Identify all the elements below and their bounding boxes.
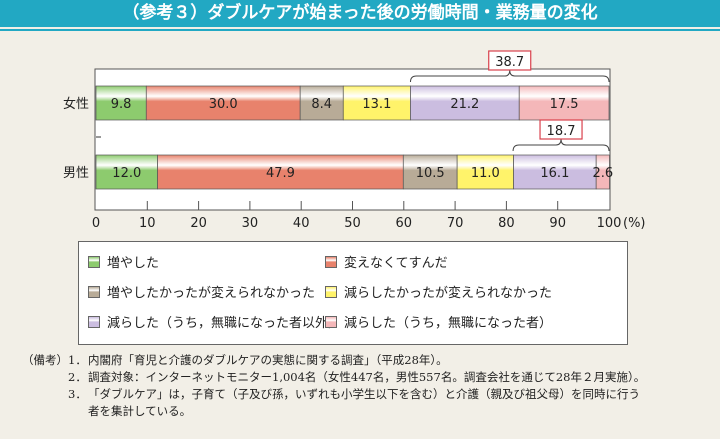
legend-label: 増やした: [107, 256, 160, 271]
title-underline: [0, 29, 720, 31]
legend-swatch: [88, 255, 100, 268]
legend: 増やした 変えなくてすんだ増やしたかったが変えられなかった 減らしたかったが変えられ…: [78, 241, 628, 345]
legend-item: 減らしたかったが変えられなかった: [325, 282, 552, 301]
note-num: 2．: [68, 370, 87, 384]
legend-label: 減らしたかったが変えられなかった: [344, 286, 553, 301]
legend-swatch: [88, 285, 100, 298]
data-label: 10.5: [416, 166, 445, 181]
bar-segment: [157, 154, 404, 190]
bar-segment: [410, 85, 520, 121]
legend-label: 減らした（うち，無職になった者）: [344, 316, 553, 331]
bar-segment: [402, 154, 458, 190]
x-tick-label: 60: [396, 216, 413, 231]
note-text: 「ダブルケア」は，子育て（子及び孫，いずれも小学生以下を含む）と介護（親及び祖父…: [88, 387, 640, 401]
total-box: [539, 119, 583, 140]
note-text: 調査対象：インターネットモニター1,004名（女性447名，男性557名。調査会…: [88, 370, 646, 384]
data-label: 9.8: [111, 97, 132, 112]
bar-segment: [342, 85, 411, 121]
data-label: 2.6: [593, 166, 614, 181]
bar-segment: [95, 154, 158, 190]
data-label: 8.4: [311, 97, 332, 112]
note-num: 3．: [68, 387, 87, 401]
data-label: 12.0: [112, 166, 141, 181]
bar-segment: [456, 154, 514, 190]
data-label: 21.2: [450, 97, 479, 112]
category-label: 男性: [63, 166, 89, 181]
data-label: 30.0: [209, 97, 238, 112]
data-label: 17.5: [550, 97, 579, 112]
legend-swatch: [88, 315, 100, 328]
x-unit-label: (%): [623, 216, 646, 231]
note-num: 1．: [68, 353, 87, 367]
bar-segment: [595, 154, 610, 190]
total-label: 38.7: [495, 55, 524, 70]
x-tick-label: 80: [498, 216, 515, 231]
data-label: 11.0: [471, 166, 500, 181]
note-text: 内閣府「育児と介護のダブルケアの実態に関する調査」（平成28年）。: [88, 353, 448, 367]
legend-swatch: [325, 285, 337, 298]
data-label: 47.9: [266, 166, 295, 181]
x-tick-label: 0: [92, 216, 100, 231]
note-num: [68, 403, 88, 420]
x-tick-label: 20: [190, 216, 207, 231]
x-tick-label: 70: [447, 216, 464, 231]
bar-segment: [513, 154, 597, 190]
x-tick-label: 100: [597, 216, 622, 231]
legend-item: 減らした（うち，無職になった者）: [325, 312, 552, 331]
x-tick-label: 40: [293, 216, 310, 231]
legend-label: 変えなくてすんだ: [344, 256, 448, 271]
legend-swatch: [325, 255, 337, 268]
x-tick-label: 50: [344, 216, 361, 231]
notes: （備考） 1． 内閣府「育児と介護のダブルケアの実態に関する調査」（平成28年）。 …: [22, 352, 645, 420]
data-label: 13.1: [362, 97, 391, 112]
page-title: （参考３）ダブルケアが始まった後の労働時間・業務量の変化: [0, 0, 720, 27]
legend-item: 変えなくてすんだ: [325, 252, 448, 271]
bar-segment: [299, 85, 344, 121]
legend-item: 減らした（うち，無職になった者以外）: [88, 312, 341, 331]
legend-swatch: [325, 315, 337, 328]
legend-label: 増やしたかったが変えられなかった: [107, 286, 316, 301]
x-tick-label: 90: [549, 216, 566, 231]
x-tick-label: 30: [242, 216, 259, 231]
total-label: 18.7: [547, 124, 576, 139]
stacked-bar-chart: 女性 9.8 30.0 8.4 13.1 21.2 17.5 38.7 男性 12.0 47.9 10…: [63, 50, 646, 231]
legend-label: 減らした（うち，無職になった者以外）: [107, 316, 342, 331]
legend-item: 増やしたかったが変えられなかった: [88, 282, 315, 301]
legend-item: 増やした: [88, 252, 159, 271]
bar-segment: [518, 85, 610, 121]
total-box: [488, 50, 532, 71]
x-tick-label: 10: [139, 216, 156, 231]
category-label: 女性: [63, 96, 89, 112]
data-label: 16.1: [540, 166, 569, 181]
note-text: 者を集計している。: [88, 404, 192, 418]
notes-prefix: （備考）: [22, 353, 68, 367]
